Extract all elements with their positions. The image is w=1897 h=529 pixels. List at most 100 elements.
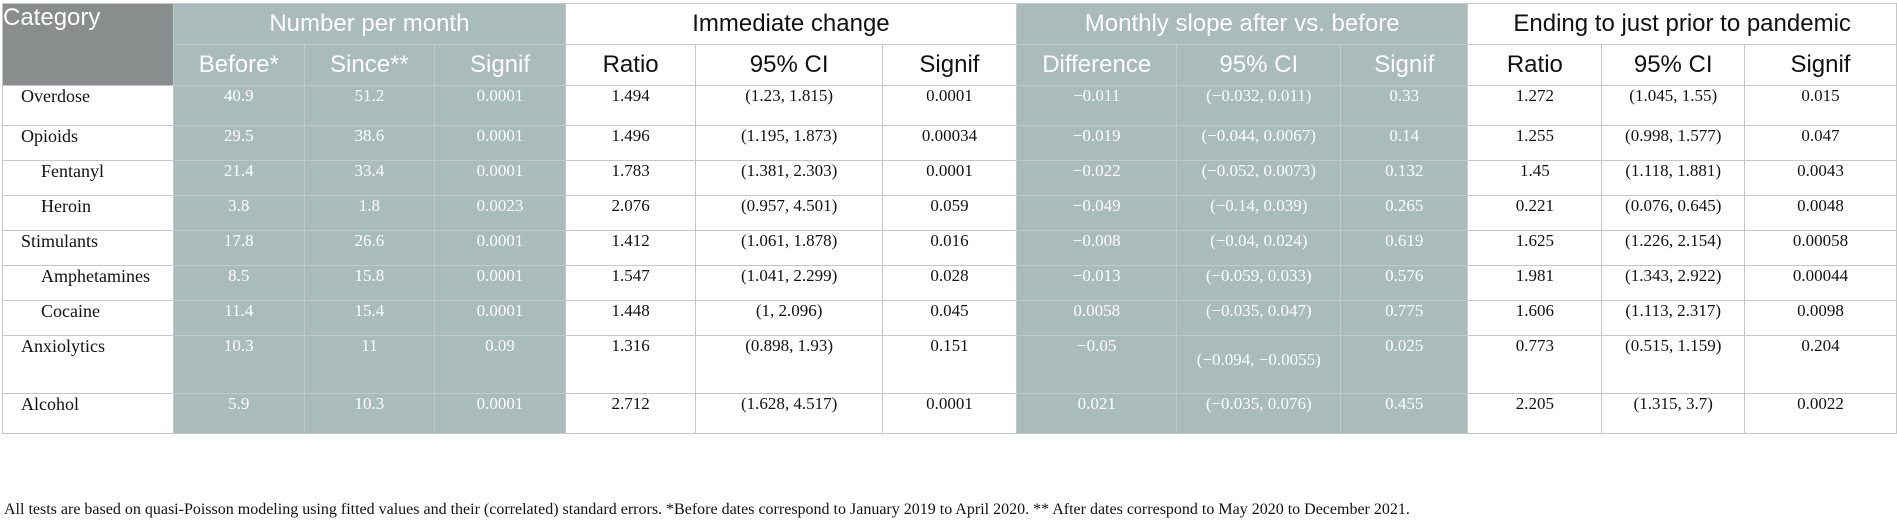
- cell-signif: 0.0001: [434, 393, 566, 434]
- cell-ratio: 1.625: [1467, 230, 1603, 266]
- table-row: Amphetamines 8.5 15.8 0.0001 1.547 (1.04…: [2, 265, 1897, 301]
- row-label: Opioids: [2, 125, 174, 161]
- cell-difference: −0.05: [1016, 335, 1178, 394]
- cell-signif: 0.00044: [1743, 265, 1897, 301]
- cell-difference: 0.0058: [1016, 300, 1178, 336]
- cell-before: 21.4: [172, 160, 305, 196]
- cell-ci: (−0.032, 0.011): [1176, 85, 1342, 126]
- cell-ci: (1.381, 2.303): [695, 160, 883, 196]
- table-row: Overdose 40.9 51.2 0.0001 1.494 (1.23, 1…: [2, 85, 1897, 126]
- immediate-change-header: Immediate change: [564, 3, 1018, 45]
- cell-since: 15.4: [303, 300, 436, 336]
- col-ci: 95% CI: [695, 44, 883, 86]
- cell-signif: 0.0001: [434, 125, 566, 161]
- cell-ci: (−0.044, 0.0067): [1176, 125, 1342, 161]
- cell-ratio: 1.981: [1467, 265, 1603, 301]
- cell-ratio: 1.272: [1467, 85, 1603, 126]
- cell-signif: 0.0001: [881, 160, 1018, 196]
- cell-ratio: 1.412: [564, 230, 697, 266]
- cell-before: 8.5: [172, 265, 305, 301]
- cell-signif: 0.0022: [1743, 393, 1897, 434]
- cell-signif: 0.204: [1743, 335, 1897, 394]
- row-label: Overdose: [2, 85, 174, 126]
- col-before: Before*: [172, 44, 305, 86]
- number-per-month-header: Number per month: [172, 3, 566, 45]
- cell-ci: (1.061, 1.878): [695, 230, 883, 266]
- col-ci: 95% CI: [1176, 44, 1342, 86]
- col-signif: Signif: [881, 44, 1018, 86]
- cell-ratio: 1.316: [564, 335, 697, 394]
- cell-signif: 0.0023: [434, 195, 566, 231]
- cell-before: 17.8: [172, 230, 305, 266]
- col-ratio: Ratio: [1467, 44, 1603, 86]
- results-table: Category Number per month Immediate chan…: [2, 3, 1897, 434]
- cell-difference: −0.011: [1016, 85, 1178, 126]
- col-difference: Difference: [1016, 44, 1178, 86]
- cell-signif: 0.00034: [881, 125, 1018, 161]
- cell-signif: 0.265: [1340, 195, 1469, 231]
- cell-ratio: 2.076: [564, 195, 697, 231]
- cell-signif: 0.132: [1340, 160, 1469, 196]
- cell-since: 10.3: [303, 393, 436, 434]
- cell-ci: (−0.052, 0.0073): [1176, 160, 1342, 196]
- row-label: Alcohol: [2, 393, 174, 434]
- cell-ci: (1.195, 1.873): [695, 125, 883, 161]
- row-label: Stimulants: [2, 230, 174, 266]
- col-signif: Signif: [434, 44, 566, 86]
- col-signif: Signif: [1340, 44, 1469, 86]
- cell-signif: 0.00058: [1743, 230, 1897, 266]
- table-footnote: All tests are based on quasi-Poisson mod…: [4, 501, 1410, 518]
- cell-signif: 0.619: [1340, 230, 1469, 266]
- cell-signif: 0.0001: [881, 85, 1018, 126]
- cell-since: 51.2: [303, 85, 436, 126]
- table-row: Anxiolytics 10.3 11 0.09 1.316 (0.898, 1…: [2, 335, 1897, 394]
- cell-ci: (1.23, 1.815): [695, 85, 883, 126]
- cell-before: 29.5: [172, 125, 305, 161]
- cell-signif: 0.455: [1340, 393, 1469, 434]
- cell-difference: −0.008: [1016, 230, 1178, 266]
- cell-signif: 0.0001: [434, 265, 566, 301]
- row-label: Fentanyl: [2, 160, 174, 196]
- table-row: Cocaine 11.4 15.4 0.0001 1.448 (1, 2.096…: [2, 300, 1897, 336]
- cell-signif: 0.09: [434, 335, 566, 394]
- cell-signif: 0.0048: [1743, 195, 1897, 231]
- cell-ci: (1.343, 2.922): [1601, 265, 1745, 301]
- monthly-slope-header: Monthly slope after vs. before: [1016, 3, 1469, 45]
- cell-since: 38.6: [303, 125, 436, 161]
- cell-before: 3.8: [172, 195, 305, 231]
- row-label: Amphetamines: [2, 265, 174, 301]
- table-row: Stimulants 17.8 26.6 0.0001 1.412 (1.061…: [2, 230, 1897, 266]
- cell-ci: (1.041, 2.299): [695, 265, 883, 301]
- cell-ci: (0.957, 4.501): [695, 195, 883, 231]
- cell-ratio: 0.221: [1467, 195, 1603, 231]
- cell-signif: 0.0098: [1743, 300, 1897, 336]
- cell-ci: (−0.04, 0.024): [1176, 230, 1342, 266]
- cell-signif: 0.025: [1340, 335, 1469, 394]
- cell-ci: (1.226, 2.154): [1601, 230, 1745, 266]
- cell-since: 15.8: [303, 265, 436, 301]
- cell-ci: (−0.059, 0.033): [1176, 265, 1342, 301]
- cell-ci: (1.045, 1.55): [1601, 85, 1745, 126]
- cell-signif: 0.059: [881, 195, 1018, 231]
- cell-ratio: 1.606: [1467, 300, 1603, 336]
- cell-ratio: 1.496: [564, 125, 697, 161]
- col-since: Since**: [303, 44, 436, 86]
- cell-signif: 0.016: [881, 230, 1018, 266]
- row-label: Heroin: [2, 195, 174, 231]
- cell-ci: (0.998, 1.577): [1601, 125, 1745, 161]
- cell-ci: (−0.14, 0.039): [1176, 195, 1342, 231]
- cell-signif: 0.576: [1340, 265, 1469, 301]
- cell-signif: 0.0043: [1743, 160, 1897, 196]
- cell-signif: 0.33: [1340, 85, 1469, 126]
- cell-ratio: 1.45: [1467, 160, 1603, 196]
- table-row: Alcohol 5.9 10.3 0.0001 2.712 (1.628, 4.…: [2, 393, 1897, 434]
- cell-signif: 0.0001: [881, 393, 1018, 434]
- table-row: Heroin 3.8 1.8 0.0023 2.076 (0.957, 4.50…: [2, 195, 1897, 231]
- cell-ci: (0.076, 0.645): [1601, 195, 1745, 231]
- cell-ci: (−0.035, 0.047): [1176, 300, 1342, 336]
- category-header: Category: [2, 3, 174, 86]
- table-row: Fentanyl 21.4 33.4 0.0001 1.783 (1.381, …: [2, 160, 1897, 196]
- cell-signif: 0.0001: [434, 300, 566, 336]
- col-ratio: Ratio: [564, 44, 697, 86]
